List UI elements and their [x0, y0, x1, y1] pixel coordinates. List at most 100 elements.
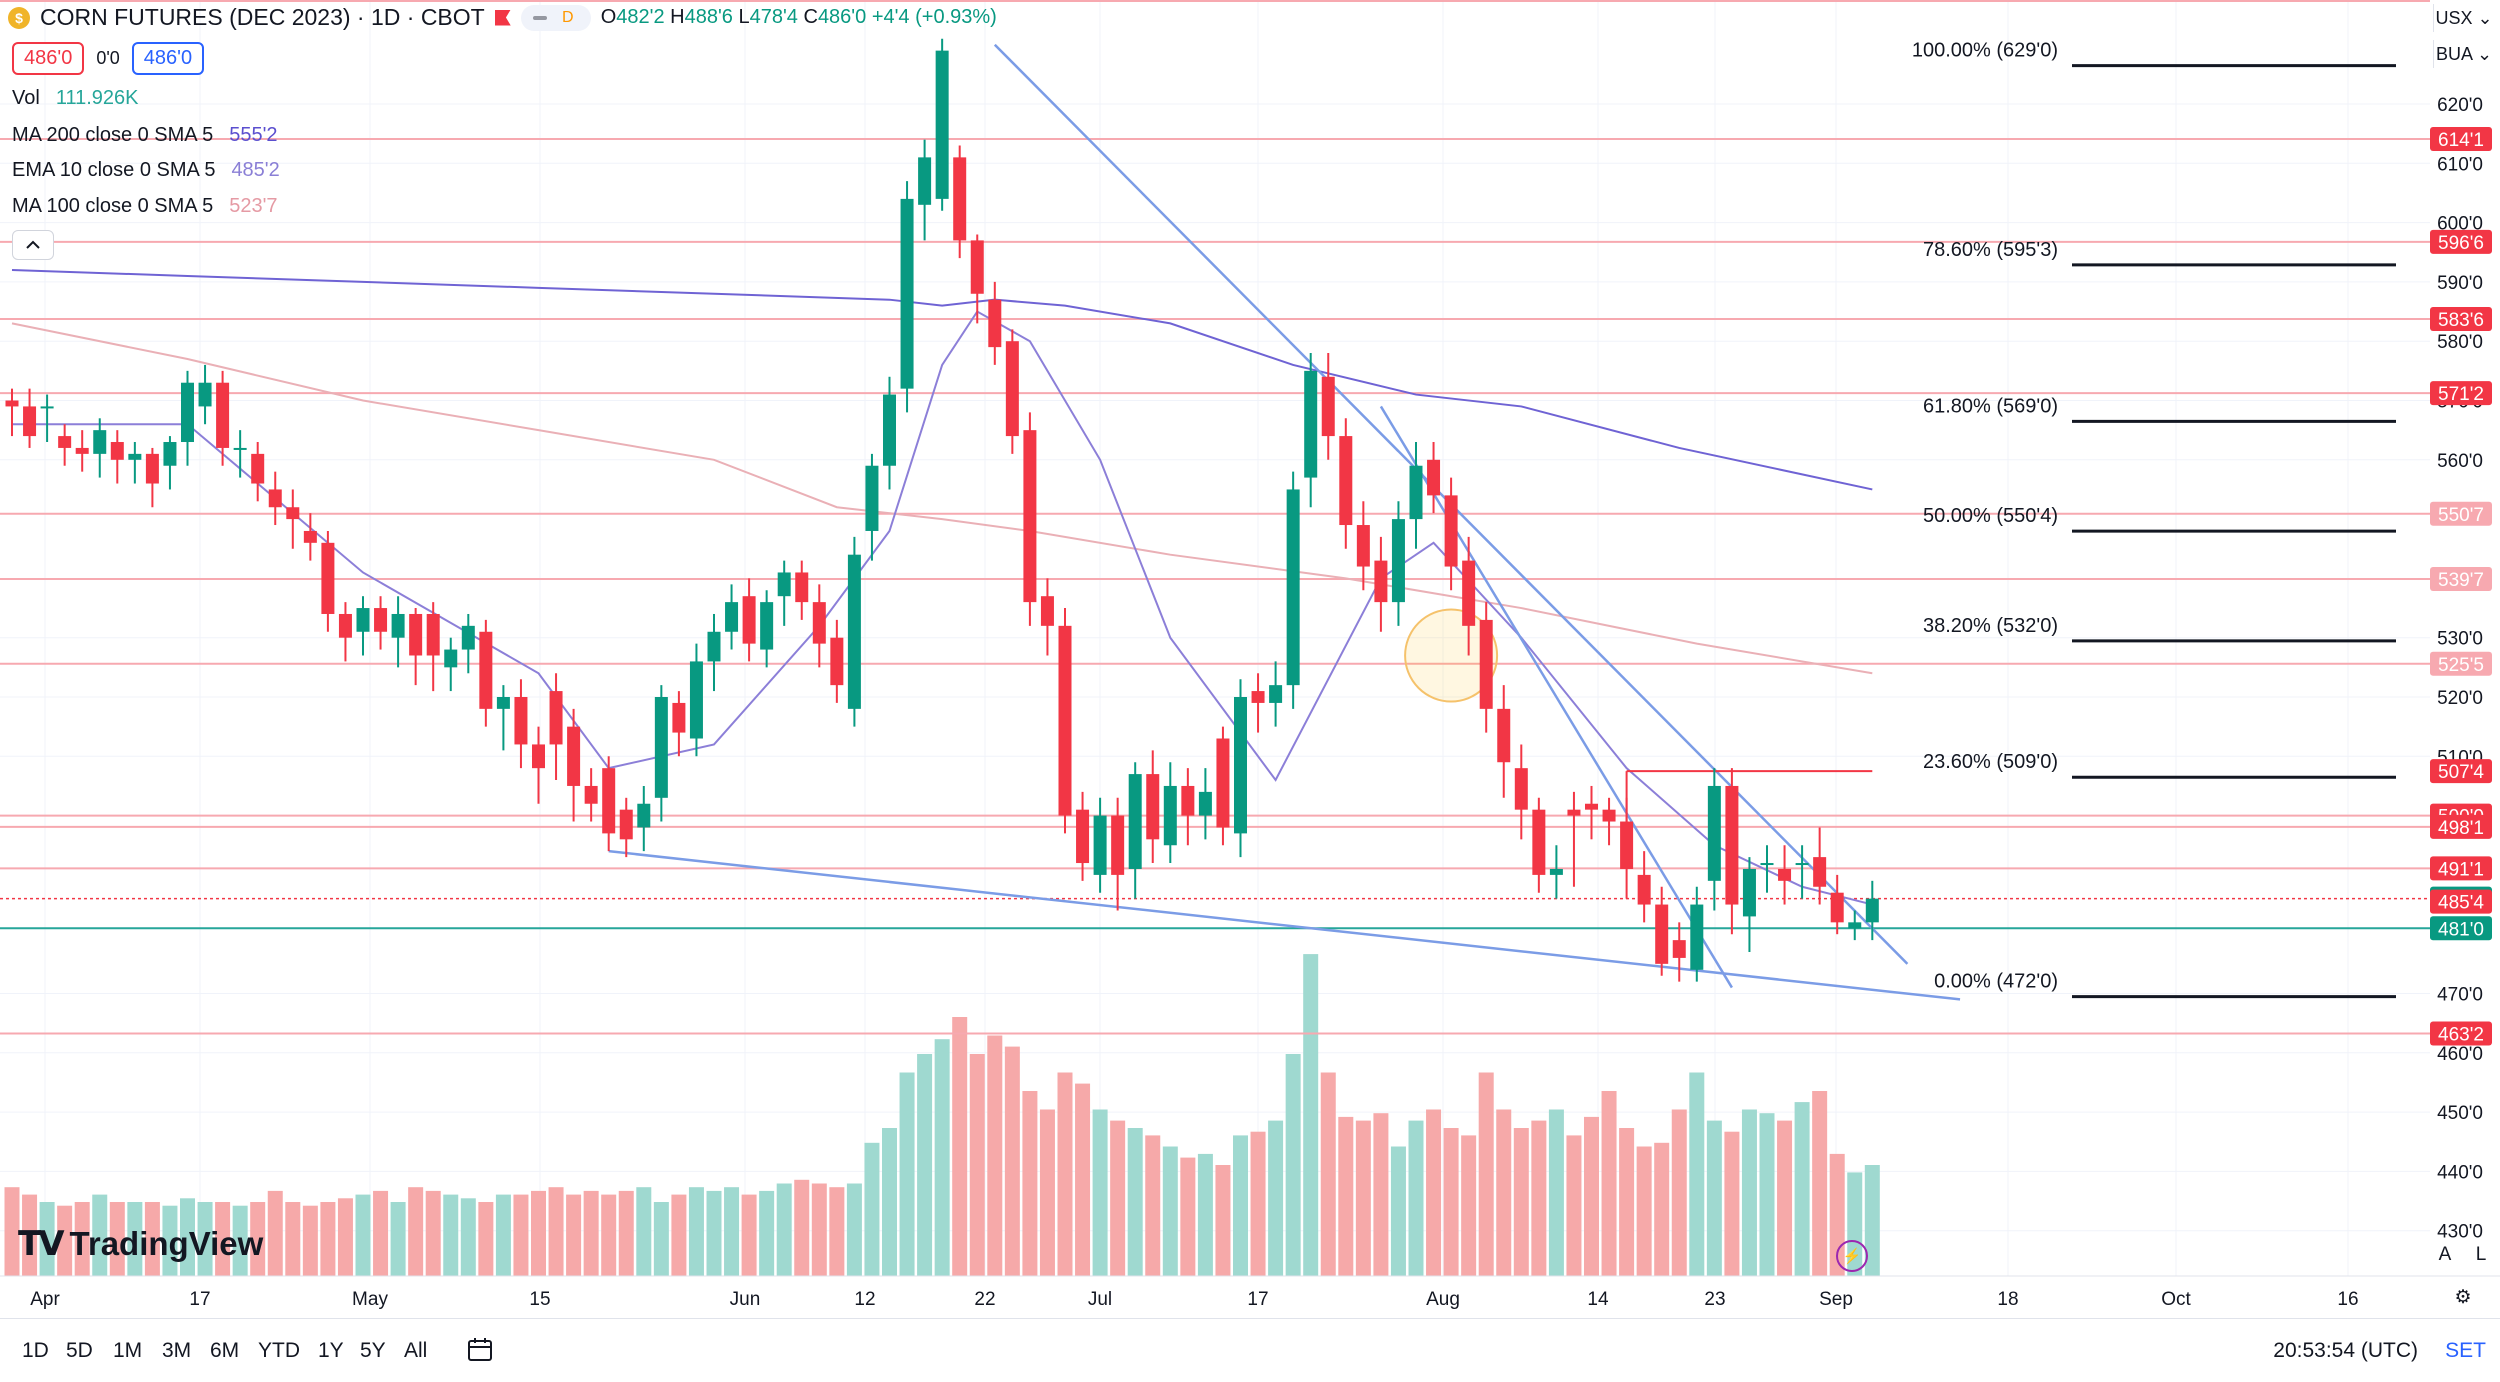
candle-body: [1848, 922, 1862, 929]
range-5y-button[interactable]: 5Y: [360, 1339, 386, 1362]
volume-bar: [1004, 1046, 1020, 1276]
fib-level-label: 61.80% (569'0): [1923, 395, 2058, 417]
volume-bar: [829, 1187, 845, 1276]
volume-bar: [1197, 1153, 1213, 1276]
volume-bar: [1250, 1131, 1266, 1276]
volume-bar: [583, 1190, 599, 1276]
candle-body: [602, 768, 616, 834]
range-1m-button[interactable]: 1M: [113, 1339, 143, 1362]
volume-bar: [1496, 1109, 1512, 1276]
price-tag: [2430, 501, 2492, 526]
candle-body: [689, 661, 703, 739]
indicator-ma100[interactable]: MA 100 close 0 SMA 5 523'7: [12, 195, 278, 218]
candle-body: [426, 613, 440, 656]
volume-bar: [355, 1194, 371, 1276]
candle-body: [1760, 863, 1774, 866]
volume-bar: [531, 1190, 546, 1276]
range-ytd-button[interactable]: YTD: [258, 1339, 300, 1362]
session-button[interactable]: SET: [2445, 1339, 2486, 1362]
candle-body: [1269, 685, 1283, 703]
collapse-legend-button[interactable]: [12, 230, 54, 260]
candle-body: [654, 697, 668, 798]
indicator-volume[interactable]: Vol 111.926K: [12, 87, 138, 110]
price-axis: 620'0610'0600'0590'0580'0570'0560'0530'0…: [2430, 0, 2500, 1318]
time-tick-label: 22: [974, 1289, 995, 1310]
status-pill[interactable]: D: [520, 4, 591, 31]
candle-body: [1111, 815, 1125, 875]
sell-button[interactable]: 486'0: [12, 42, 85, 75]
range-5d-button[interactable]: 5D: [66, 1339, 93, 1362]
unit-select[interactable]: BUA ⌄: [2433, 40, 2494, 68]
flag-icon[interactable]: [494, 9, 511, 26]
candle-body: [619, 809, 633, 840]
candle-body: [584, 785, 598, 804]
fib-level-label: 0.00% (472'0): [1934, 971, 2058, 993]
candle-body: [1216, 738, 1230, 828]
candle-body: [637, 803, 651, 828]
volume-bar: [1408, 1120, 1424, 1276]
volume-bar: [425, 1190, 441, 1276]
settings-gear-icon[interactable]: ⚙: [2448, 1282, 2478, 1312]
log-scale-button[interactable]: L: [2466, 1240, 2496, 1270]
utc-clock[interactable]: 20:53:54 (UTC): [2273, 1339, 2418, 1362]
candle-body: [1339, 436, 1353, 526]
candle-body: [374, 608, 388, 632]
volume-bar: [1355, 1120, 1371, 1276]
range-3m-button[interactable]: 3M: [162, 1339, 192, 1362]
horizontal-levels: [0, 0, 2430, 1035]
volume-bar: [109, 1202, 125, 1276]
buy-button[interactable]: 486'0: [131, 42, 205, 75]
fib-level-label: 38.20% (532'0): [1923, 615, 2058, 637]
time-tick-label: 16: [2337, 1289, 2358, 1310]
price-tag-label: 481'0: [2438, 919, 2484, 940]
indicator-label: EMA 10 close 0 SMA 5: [12, 159, 216, 181]
range-6m-button[interactable]: 6M: [210, 1339, 240, 1362]
volume-bar: [1566, 1135, 1582, 1276]
candle-body: [742, 596, 756, 644]
price-tag-label: 463'2: [2438, 1025, 2484, 1046]
lightning-icon[interactable]: ⚡: [1836, 1240, 1868, 1272]
indicator-ma200[interactable]: MA 200 close 0 SMA 5 555'2: [12, 124, 278, 147]
candle-body: [1286, 489, 1300, 686]
candle-body: [1040, 596, 1054, 626]
time-tick-label: Aug: [1426, 1289, 1460, 1310]
fib-level-label: 23.60% (509'0): [1923, 751, 2058, 773]
time-tick-label: Oct: [2161, 1289, 2191, 1310]
calendar-icon[interactable]: [466, 1335, 494, 1363]
currency-select[interactable]: USX ⌄: [2433, 4, 2494, 32]
grid: [0, 0, 2430, 1276]
tradingview-logo[interactable]: TV TradingView: [18, 1224, 263, 1264]
volume-bar: [39, 1202, 55, 1276]
candle-body: [865, 465, 879, 531]
range-1d-button[interactable]: 1D: [22, 1339, 49, 1362]
volume-bar: [495, 1194, 511, 1276]
candle-body: [1321, 376, 1335, 437]
volume-bar: [1619, 1128, 1635, 1276]
volume-bar: [1162, 1146, 1178, 1276]
symbol-title[interactable]: CORN FUTURES (DEC 2023) · 1D · CBOT: [40, 4, 485, 30]
price-tag-label: 507'4: [2438, 762, 2484, 783]
volume-bar: [1320, 1072, 1336, 1276]
volume-bar: [1390, 1146, 1406, 1276]
candle-body: [760, 602, 774, 650]
price-tag: [2430, 229, 2492, 254]
price-tick-label: 430'0: [2437, 1222, 2483, 1243]
candle-body: [514, 697, 528, 745]
price-tick-label: 610'0: [2437, 154, 2483, 175]
indicator-ema10[interactable]: EMA 10 close 0 SMA 5 485'2: [12, 159, 280, 182]
volume-bar: [1584, 1116, 1599, 1276]
candle-body: [75, 447, 89, 454]
volume-bar: [671, 1194, 687, 1276]
range-all-button[interactable]: All: [404, 1339, 428, 1362]
candle-body: [321, 542, 335, 614]
candle-body: [672, 702, 686, 733]
range-1y-button[interactable]: 1Y: [318, 1339, 344, 1362]
volume-bar: [1741, 1109, 1757, 1276]
price-tick-label: 460'0: [2437, 1044, 2483, 1065]
volume-bar: [460, 1198, 476, 1276]
volume-bar: [197, 1202, 213, 1276]
volume-bar: [1022, 1091, 1038, 1276]
auto-scale-button[interactable]: A: [2430, 1240, 2460, 1270]
volume-bar: [408, 1187, 424, 1276]
